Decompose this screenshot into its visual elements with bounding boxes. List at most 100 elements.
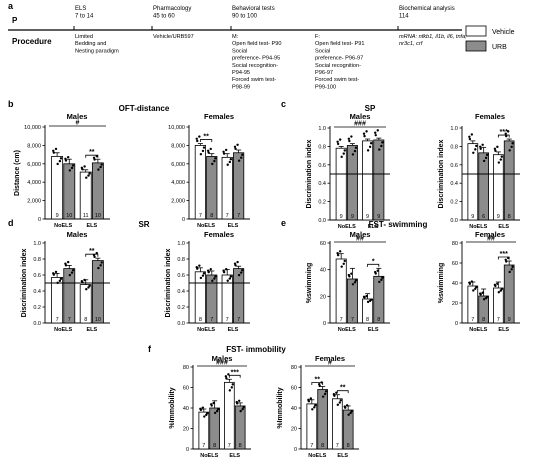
n-label: 6 xyxy=(482,214,485,220)
y-tick-label: 0.8 xyxy=(33,257,41,263)
x-tick-label: ELS xyxy=(86,327,97,333)
data-point xyxy=(240,156,243,159)
y-tick-label: 40 xyxy=(291,406,297,412)
data-point xyxy=(332,393,336,396)
data-point xyxy=(93,255,96,259)
data-point xyxy=(87,174,90,177)
y-tick-label: 0 xyxy=(455,321,458,327)
data-point xyxy=(241,153,244,156)
data-point xyxy=(201,149,205,153)
data-point xyxy=(95,251,98,255)
timeline-procedure-text: Social recognition- xyxy=(232,63,278,69)
data-point xyxy=(479,147,482,151)
x-tick-label: ELS xyxy=(228,327,239,333)
data-point xyxy=(59,157,63,160)
data-point xyxy=(336,253,340,257)
bar xyxy=(362,140,374,221)
data-point xyxy=(474,148,477,151)
bar xyxy=(79,171,92,220)
data-point xyxy=(368,145,372,149)
data-point xyxy=(213,411,217,415)
data-point xyxy=(323,392,327,396)
y-tick-label: 0 xyxy=(294,447,297,453)
y-tick-label: 0 xyxy=(182,217,185,223)
data-point xyxy=(215,409,219,413)
data-point xyxy=(235,400,238,404)
data-point xyxy=(58,279,62,283)
n-label: 7 xyxy=(237,213,240,219)
n-label: 8 xyxy=(213,443,216,449)
data-point xyxy=(237,399,241,402)
n-label: 10 xyxy=(95,213,101,219)
panel-row-title: SR xyxy=(138,220,149,229)
panel-label: d xyxy=(8,218,14,228)
y-tick-label: 20 xyxy=(291,427,297,433)
y-tick-label: 0 xyxy=(323,321,326,327)
legend-swatch xyxy=(465,25,487,37)
n-label: 10 xyxy=(66,213,72,219)
data-point xyxy=(222,269,225,272)
data-point xyxy=(482,159,486,163)
data-point xyxy=(366,300,370,304)
data-point xyxy=(225,377,228,380)
data-point xyxy=(505,134,508,138)
chart-subtitle: Males xyxy=(212,354,233,363)
data-point xyxy=(475,285,478,289)
n-label: 7 xyxy=(310,443,313,449)
y-tick-label: 0.2 xyxy=(177,305,185,311)
significance-marker: ** xyxy=(340,385,346,392)
data-point xyxy=(508,149,511,152)
bar xyxy=(194,144,206,220)
chart-subtitle: Females xyxy=(475,230,505,239)
data-point xyxy=(374,270,377,274)
data-point xyxy=(338,401,342,404)
y-tick-label: 60 xyxy=(291,386,297,392)
n-label: 7 xyxy=(202,443,205,449)
bar xyxy=(63,268,76,324)
data-point xyxy=(206,149,210,153)
data-point xyxy=(97,266,100,270)
data-point xyxy=(54,270,58,274)
y-tick-label: 1.0 xyxy=(450,126,458,132)
x-tick-label: NoELS xyxy=(338,327,356,333)
data-point xyxy=(510,268,513,271)
n-label: 7 xyxy=(336,443,339,449)
data-point xyxy=(349,411,352,415)
y-tick-label: 0 xyxy=(186,447,189,453)
y-tick-label: 0 xyxy=(38,217,41,223)
data-point xyxy=(236,260,239,264)
y-tick-label: 0.0 xyxy=(177,321,185,327)
data-point xyxy=(228,160,232,164)
significance-bracket xyxy=(199,139,213,143)
y-tick-label: 60 xyxy=(452,261,458,267)
data-point xyxy=(58,159,62,163)
data-point xyxy=(234,147,237,150)
data-point xyxy=(83,278,86,282)
data-point xyxy=(80,166,84,170)
timeline-procedure-text: M: xyxy=(232,34,239,40)
timeline-procedure-text: Social recognition- xyxy=(315,63,361,69)
data-point xyxy=(497,291,501,294)
panel-row-title: FST- immobility xyxy=(226,345,286,354)
data-point xyxy=(484,156,488,160)
data-point xyxy=(508,270,511,274)
significance-marker: ## xyxy=(487,236,495,243)
data-point xyxy=(202,272,206,275)
data-point xyxy=(496,282,499,285)
data-point xyxy=(230,386,234,389)
y-tick-label: 80 xyxy=(452,241,458,247)
data-point xyxy=(376,269,379,272)
data-point xyxy=(336,140,339,143)
y-axis-label: Distance (cm) xyxy=(14,150,21,196)
data-point xyxy=(214,157,217,160)
n-label: 8 xyxy=(377,317,380,323)
significance-marker: *** xyxy=(500,129,508,136)
bar xyxy=(493,154,504,221)
data-point xyxy=(472,151,475,155)
data-point xyxy=(362,295,366,299)
chart-subtitle: Females xyxy=(315,354,345,363)
timeline-stage-title: 114 xyxy=(399,14,409,20)
n-label: 7 xyxy=(471,317,474,323)
data-point xyxy=(510,145,513,149)
